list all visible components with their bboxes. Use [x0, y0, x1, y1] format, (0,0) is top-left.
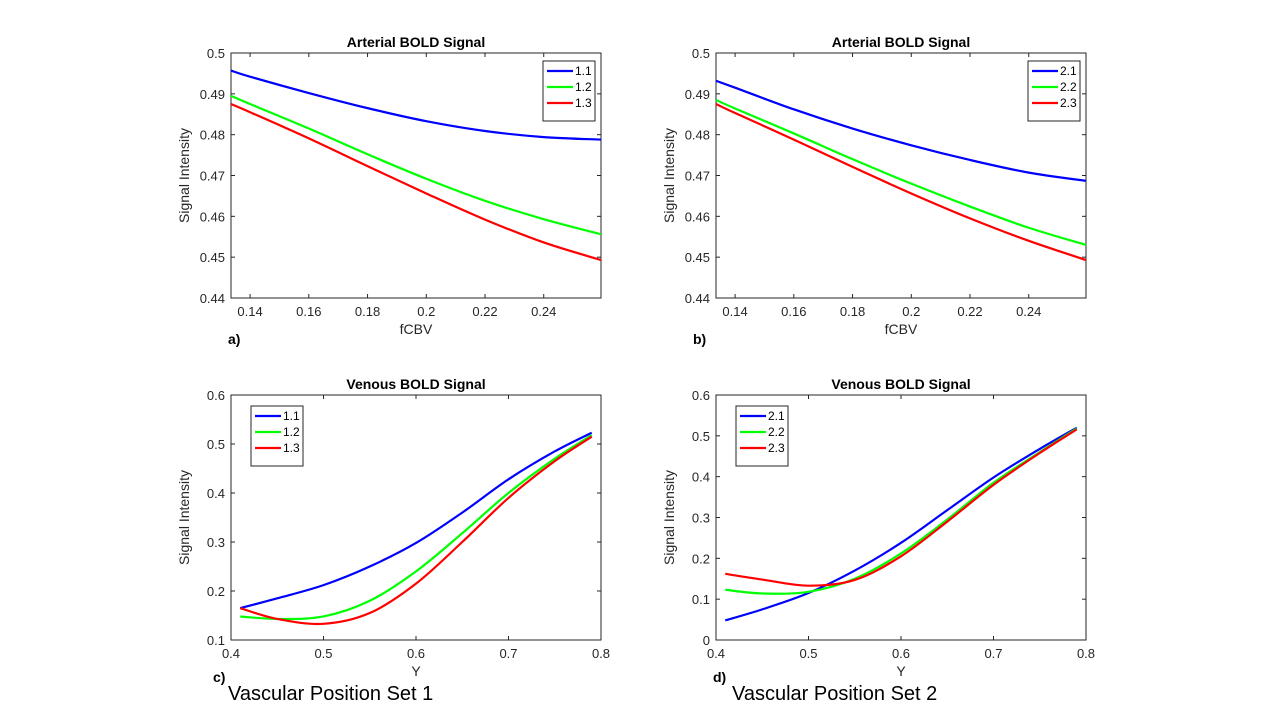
series-line-2.3 [715, 103, 1087, 262]
x-tick-label: 0.6 [407, 646, 425, 661]
legend-label: 2.3 [768, 441, 785, 455]
y-tick-label: 0.3 [692, 511, 710, 526]
series-line-1.2 [240, 434, 593, 621]
y-tick-label: 0.45 [200, 250, 225, 265]
chart-title: Venous BOLD Signal [831, 376, 970, 392]
y-axis-label: Signal Intensity [176, 470, 192, 565]
y-tick-label: 0.49 [200, 87, 225, 102]
x-axis-label: fCBV [885, 321, 918, 337]
series-line-1.3 [230, 103, 602, 262]
x-tick-label: 0.16 [296, 304, 321, 319]
plot-area [715, 52, 1087, 299]
series-line-1.3 [239, 435, 593, 626]
y-tick-label: 0.1 [207, 633, 225, 648]
x-tick-label: 0.22 [957, 304, 982, 319]
y-tick-label: 0.44 [685, 291, 710, 306]
y-tick-label: 0.44 [200, 291, 225, 306]
chart-panel-1: 0.14 0.16 0.18 0.2 0.22 0.24 0.44 0.45 0.46 0.47 0… [176, 34, 602, 347]
legend-label: 2.2 [1060, 80, 1077, 94]
y-tick-label: 0.5 [692, 429, 710, 444]
panel-label: c) [213, 669, 225, 685]
y-axis-label: Signal Intensity [661, 470, 677, 565]
x-axis-label: fCBV [400, 321, 433, 337]
x-tick-label: 0.24 [531, 304, 556, 319]
x-tick-label: 0.2 [417, 304, 435, 319]
x-axis-label: Y [411, 663, 421, 679]
y-tick-label: 0.1 [692, 592, 710, 607]
x-tick-label: 0.18 [355, 304, 380, 319]
y-tick-label: 0.47 [200, 169, 225, 184]
x-tick-label: 0.22 [472, 304, 497, 319]
chart-title: Arterial BOLD Signal [347, 34, 485, 50]
legend-label: 2.1 [1060, 64, 1077, 78]
y-tick-label: 0.5 [207, 437, 225, 452]
y-tick-label: 0.4 [207, 486, 225, 501]
y-tick-label: 0.6 [692, 388, 710, 403]
x-tick-label: 0.8 [1077, 646, 1095, 661]
y-tick-label: 0 [703, 633, 710, 648]
panel-label: a) [228, 331, 240, 347]
x-tick-label: 0.2 [902, 304, 920, 319]
series-line-2.3 [725, 428, 1078, 587]
y-tick-label: 0.2 [207, 584, 225, 599]
y-tick-label: 0.5 [207, 46, 225, 61]
y-tick-label: 0.46 [685, 209, 710, 224]
caption-set-1: Vascular Position Set 1 [228, 683, 434, 705]
caption-set-2: Vascular Position Set 2 [732, 683, 938, 705]
x-tick-label: 0.7 [984, 646, 1002, 661]
series-line-2.2 [715, 98, 1087, 246]
chart-panel-3: 0.4 0.5 0.6 0.7 0.8 0.1 0.2 0.3 0.4 0.5 0.6 Venous … [176, 376, 610, 685]
panel-label: d) [713, 669, 726, 685]
y-tick-label: 0.6 [207, 388, 225, 403]
legend-label: 2.3 [1060, 96, 1077, 110]
y-tick-label: 0.47 [685, 169, 710, 184]
y-axis-label: Signal Intensity [176, 128, 192, 223]
y-tick-label: 0.46 [200, 209, 225, 224]
y-tick-label: 0.48 [200, 128, 225, 143]
x-tick-label: 0.14 [722, 304, 747, 319]
series-line-2.1 [724, 426, 1078, 622]
chart-title: Venous BOLD Signal [346, 376, 485, 392]
y-axis-label: Signal Intensity [661, 128, 677, 223]
legend-label: 2.1 [768, 409, 785, 423]
series-line-1.1 [239, 431, 593, 610]
series-line-2.1 [715, 79, 1087, 182]
y-tick-label: 0.3 [207, 535, 225, 550]
x-tick-label: 0.24 [1016, 304, 1041, 319]
legend-label: 1.3 [283, 441, 300, 455]
chart-panel-2: 0.14 0.16 0.18 0.2 0.22 0.24 0.44 0.45 0.46 0.47 0… [661, 34, 1087, 347]
y-tick-label: 0.48 [685, 128, 710, 143]
legend-label: 1.2 [575, 80, 592, 94]
x-tick-label: 0.7 [499, 646, 517, 661]
legend-label: 1.3 [575, 96, 592, 110]
x-tick-label: 0.14 [237, 304, 262, 319]
y-tick-label: 0.49 [685, 87, 710, 102]
x-tick-label: 0.6 [892, 646, 910, 661]
panel-label: b) [693, 331, 706, 347]
legend-label: 2.2 [768, 425, 785, 439]
x-tick-label: 0.4 [707, 646, 725, 661]
series-line-1.2 [230, 94, 602, 236]
x-tick-label: 0.5 [799, 646, 817, 661]
y-tick-label: 0.45 [685, 250, 710, 265]
x-tick-label: 0.16 [781, 304, 806, 319]
x-tick-label: 0.4 [222, 646, 240, 661]
y-tick-label: 0.4 [692, 470, 710, 485]
legend-label: 1.2 [283, 425, 300, 439]
y-tick-label: 0.2 [692, 551, 710, 566]
y-tick-label: 0.5 [692, 46, 710, 61]
legend-label: 1.1 [575, 64, 592, 78]
x-axis-label: Y [896, 663, 906, 679]
x-tick-label: 0.8 [592, 646, 610, 661]
series-line-1.1 [230, 69, 602, 141]
x-tick-label: 0.5 [314, 646, 332, 661]
x-tick-label: 0.18 [840, 304, 865, 319]
chart-panel-4: 0.4 0.5 0.6 0.7 0.8 0 0.1 0.2 0.3 0.4 0.5 0.6 Venous… [661, 376, 1095, 685]
chart-title: Arterial BOLD Signal [832, 34, 970, 50]
legend-label: 1.1 [283, 409, 300, 423]
